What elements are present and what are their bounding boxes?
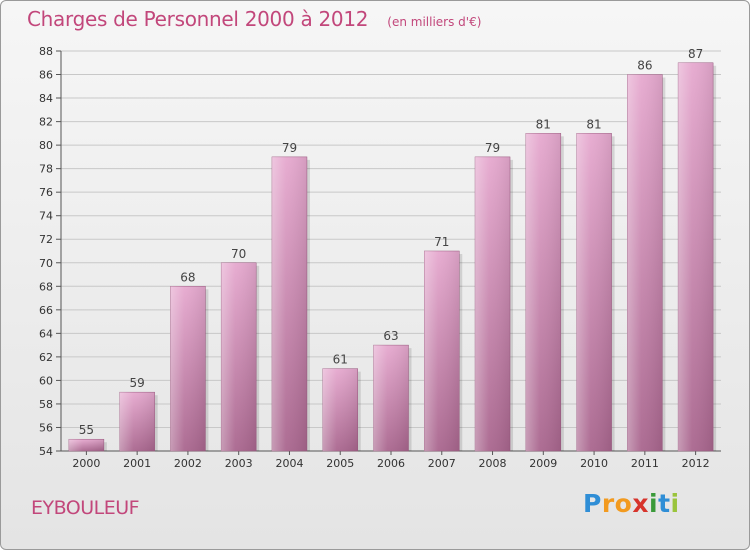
bars <box>68 62 717 452</box>
y-tick-label: 64 <box>39 327 53 340</box>
x-tick-label: 2005 <box>326 457 354 470</box>
x-tick-label: 2004 <box>275 457 303 470</box>
value-label-2010: 81 <box>586 117 601 131</box>
logo-letter: t <box>658 489 671 518</box>
value-label-2011: 86 <box>637 59 652 73</box>
bar-shine <box>424 251 460 451</box>
y-tick-label: 88 <box>39 45 53 58</box>
title-main: Charges de Personnel 2000 à 2012 <box>27 7 369 31</box>
y-tick-label: 68 <box>39 280 53 293</box>
bar-shine <box>373 345 409 451</box>
value-label-2008: 79 <box>485 141 500 155</box>
bar-shine <box>271 156 307 451</box>
title-unit: (en milliers d'€) <box>387 15 482 29</box>
x-tick-label: 2001 <box>123 457 151 470</box>
y-tick-label: 72 <box>39 233 53 246</box>
y-tick-label: 82 <box>39 116 53 129</box>
x-tick-label: 2000 <box>72 457 100 470</box>
commune-name: EYBOULEUF <box>31 497 140 519</box>
chart-title: Charges de Personnel 2000 à 2012 (en mil… <box>27 7 481 31</box>
x-tick-label: 2007 <box>428 457 456 470</box>
logo-letter: i <box>649 489 659 518</box>
bar-shine <box>170 286 206 451</box>
value-label-2002: 68 <box>180 270 195 284</box>
y-tick-label: 84 <box>39 92 53 105</box>
x-tick-label: 2003 <box>225 457 253 470</box>
value-label-2003: 70 <box>231 247 246 261</box>
y-tick-label: 86 <box>39 69 53 82</box>
logo-letter: x <box>632 489 649 518</box>
value-label-2006: 63 <box>383 329 398 343</box>
labels: 55 59 68 70 79 61 63 71 79 81 81 86 87 <box>79 47 704 437</box>
proxiti-logo: Proxiti <box>583 489 680 518</box>
bar-shine <box>322 368 358 451</box>
bar-shine <box>678 62 714 451</box>
logo-letter: o <box>614 489 633 518</box>
x-tick-label: 2009 <box>529 457 557 470</box>
value-label-2007: 71 <box>434 235 449 249</box>
y-tick-label: 60 <box>39 374 53 387</box>
value-label-2005: 61 <box>333 353 348 367</box>
bar-shine <box>68 439 104 451</box>
bar-shine <box>119 392 155 451</box>
value-label-2012: 87 <box>688 47 703 61</box>
logo-letter: i <box>670 489 680 518</box>
bar-shine <box>525 133 561 451</box>
logo-letter: r <box>601 489 615 518</box>
x-tick-label: 2002 <box>174 457 202 470</box>
y-tick-label: 76 <box>39 186 53 199</box>
y-tick-label: 74 <box>39 210 53 223</box>
y-tick-label: 78 <box>39 163 53 176</box>
y-tick-label: 62 <box>39 351 53 364</box>
y-tick-label: 80 <box>39 139 53 152</box>
y-tick-label: 56 <box>39 421 53 434</box>
x-tick-label: 2006 <box>377 457 405 470</box>
x-tick-label: 2011 <box>631 457 659 470</box>
x-tick-label: 2010 <box>580 457 608 470</box>
bar-shine <box>576 133 612 451</box>
x-tick-label: 2008 <box>479 457 507 470</box>
y-tick-label: 70 <box>39 257 53 270</box>
bar-shine <box>475 156 511 451</box>
bar-shine <box>627 74 663 451</box>
y-tick-label: 54 <box>39 445 53 458</box>
y-tick-label: 66 <box>39 304 53 317</box>
value-label-2000: 55 <box>79 423 94 437</box>
value-label-2001: 59 <box>130 376 145 390</box>
logo-letter: P <box>583 489 602 518</box>
value-label-2004: 79 <box>282 141 297 155</box>
bar-shine <box>221 262 257 451</box>
value-label-2009: 81 <box>536 117 551 131</box>
x-tick-label: 2012 <box>682 457 710 470</box>
y-tick-label: 58 <box>39 398 53 411</box>
